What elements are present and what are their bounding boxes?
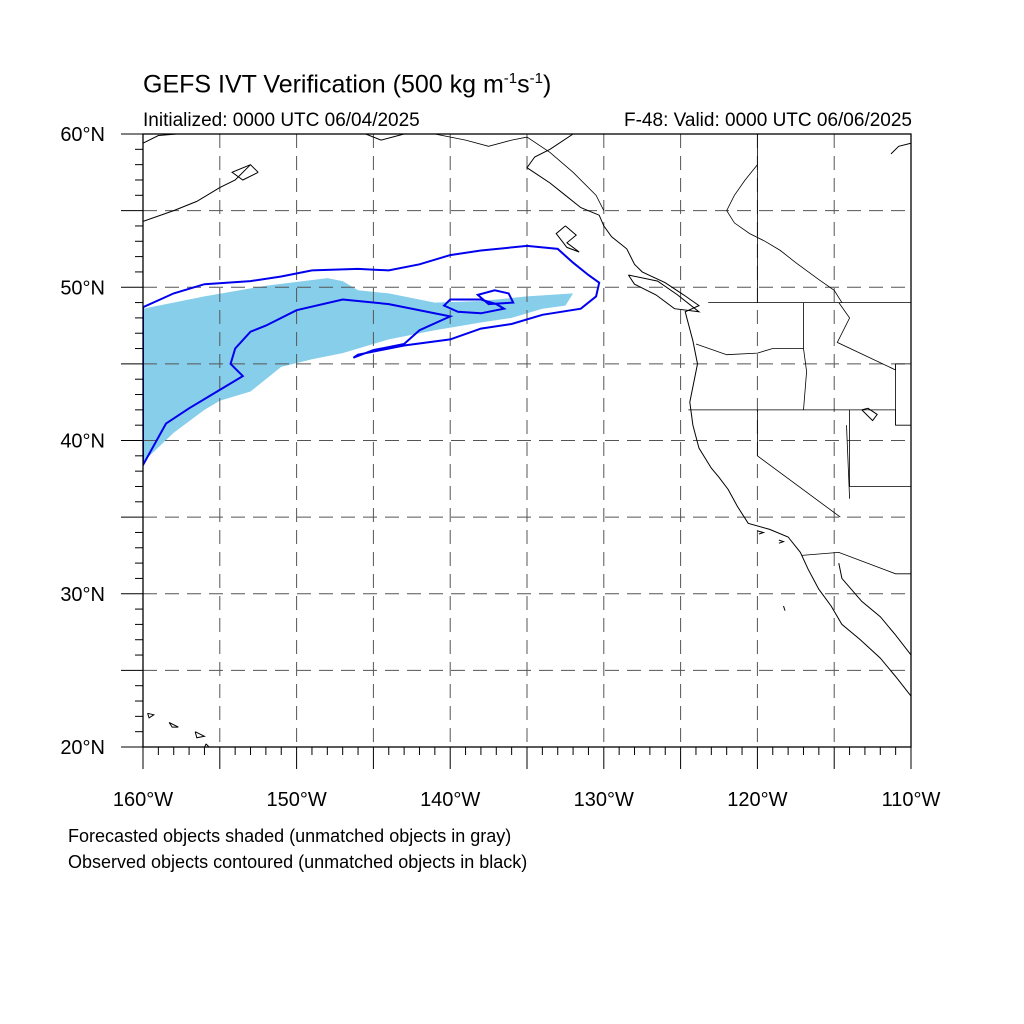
- political-border: [801, 551, 911, 575]
- lat-tick-label: 20°N: [60, 737, 105, 759]
- caption-observed: Observed objects contoured (unmatched ob…: [68, 852, 528, 872]
- political-border: [849, 409, 911, 487]
- forecast-object-1: [143, 278, 574, 462]
- initialized-time: Initialized: 0000 UTC 06/04/2025: [143, 110, 420, 131]
- coastline: [147, 712, 156, 719]
- coastline: [231, 164, 259, 181]
- observed-contour-small-2: [475, 289, 515, 306]
- political-border: [803, 302, 808, 410]
- forecast-objects: [143, 278, 574, 462]
- political-border: [695, 343, 804, 356]
- observed-contour-main: [143, 244, 601, 468]
- lon-tick-label: 130°W: [574, 789, 634, 811]
- lat-tick-label: 30°N: [60, 584, 105, 606]
- lat-tick-label: 50°N: [60, 277, 105, 299]
- gridlines: [143, 134, 911, 747]
- political-border: [434, 134, 605, 211]
- coastline: [757, 530, 766, 535]
- political-border: [836, 302, 896, 371]
- political-border: [688, 409, 911, 426]
- coastline: [365, 134, 405, 141]
- valid-time: F-48: Valid: 0000 UTC 06/06/2025: [624, 110, 912, 131]
- coastline: [783, 605, 786, 611]
- lon-tick-label: 110°W: [882, 789, 941, 811]
- political-border: [757, 409, 841, 518]
- coastline: [838, 563, 911, 656]
- coastline: [555, 225, 580, 253]
- coastline: [890, 142, 911, 155]
- lon-tick-label: 140°W: [420, 789, 480, 811]
- political-border: [895, 363, 911, 426]
- coastline: [861, 407, 878, 422]
- lat-tick-label: 40°N: [60, 431, 105, 453]
- coastline: [778, 539, 786, 544]
- lon-tick-label: 120°W: [727, 789, 787, 811]
- coastline: [627, 274, 701, 313]
- axis-ticks: [121, 133, 912, 769]
- coastline: [168, 722, 179, 728]
- coastline: [194, 731, 206, 739]
- caption-forecast: Forecasted objects shaded (unmatched obj…: [68, 826, 512, 846]
- coastline: [526, 134, 911, 697]
- axis-labels: 60°N50°N40°N30°N20°N60°N50°N40°N30°N20°N…: [60, 124, 940, 811]
- lon-tick-label: 160°W: [113, 789, 173, 811]
- observed-objects: [143, 244, 601, 468]
- coastline: [143, 134, 177, 144]
- political-border: [726, 164, 843, 303]
- lon-tick-label: 150°W: [266, 789, 326, 811]
- political-border: [846, 425, 850, 499]
- coastlines: [143, 134, 911, 747]
- lat-tick-label: 60°N: [60, 124, 105, 146]
- chart-title: GEFS IVT Verification (500 kg m-1s-1): [143, 70, 552, 99]
- coastline: [143, 164, 251, 222]
